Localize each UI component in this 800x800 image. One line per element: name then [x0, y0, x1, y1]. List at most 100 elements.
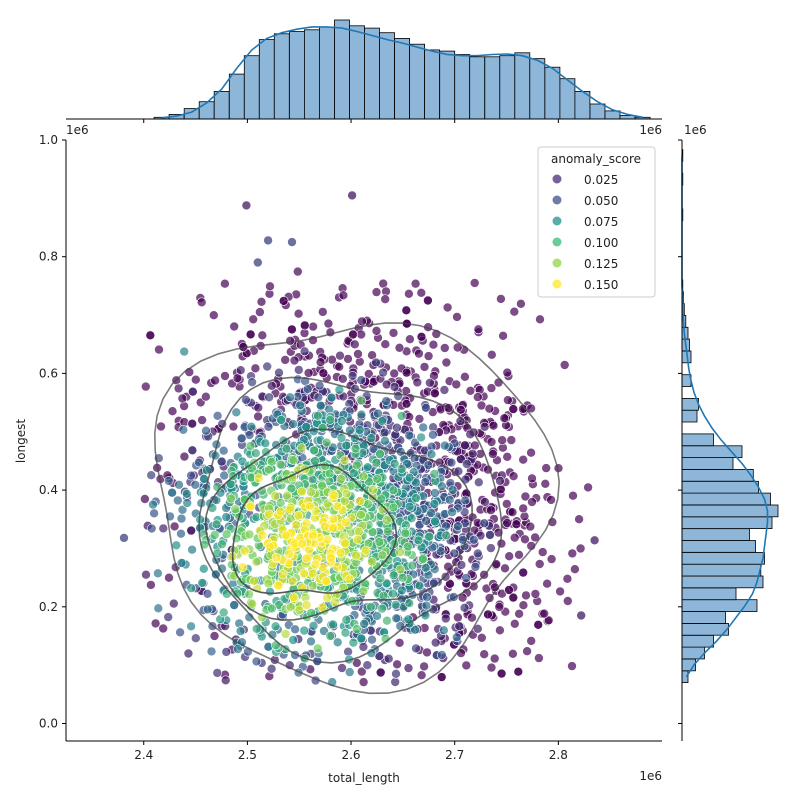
- x-hist-bar: [484, 56, 501, 120]
- data-point: [374, 537, 385, 547]
- data-point: [437, 650, 447, 660]
- y-hist-bar: [681, 504, 779, 518]
- data-point: [299, 320, 310, 331]
- data-point: [183, 648, 194, 659]
- data-point: [535, 314, 545, 325]
- data-point: [498, 330, 508, 341]
- data-point: [429, 469, 440, 479]
- data-point: [276, 415, 286, 425]
- data-point: [315, 400, 326, 411]
- data-point: [508, 648, 518, 659]
- data-point: [368, 485, 378, 495]
- data-point: [331, 589, 342, 600]
- y-hist-bar: [681, 528, 750, 541]
- data-point: [239, 546, 250, 556]
- data-point: [379, 427, 390, 438]
- data-point: [356, 375, 367, 385]
- outlier-point: [347, 190, 357, 201]
- data-point: [508, 592, 519, 603]
- data-point: [337, 416, 347, 426]
- data-point: [312, 410, 323, 421]
- outlier-point: [576, 610, 587, 621]
- data-point: [299, 346, 310, 357]
- data-point: [236, 433, 247, 444]
- x-hist-bar: [318, 26, 335, 120]
- data-point: [496, 668, 507, 679]
- data-point: [520, 534, 530, 545]
- y-tick-label: 0.6: [39, 366, 58, 380]
- outlier-point: [263, 235, 273, 246]
- data-point: [354, 425, 365, 435]
- data-point: [542, 578, 552, 589]
- data-point: [260, 438, 271, 449]
- data-point: [313, 392, 324, 403]
- data-point: [412, 377, 423, 388]
- y-hist-bar: [681, 540, 756, 553]
- data-point: [426, 449, 437, 460]
- data-point: [502, 367, 513, 378]
- data-point: [325, 631, 336, 641]
- data-point: [366, 433, 377, 443]
- data-point: [263, 509, 274, 520]
- data-point: [375, 667, 386, 678]
- data-point: [251, 448, 261, 459]
- data-point: [328, 523, 339, 533]
- data-point: [567, 548, 578, 559]
- data-point: [275, 459, 286, 470]
- data-point: [256, 296, 267, 307]
- data-point: [197, 415, 207, 425]
- data-point: [509, 618, 520, 629]
- data-point: [212, 410, 223, 421]
- data-point: [425, 377, 435, 388]
- data-point: [297, 538, 307, 549]
- data-point: [527, 473, 537, 484]
- data-point: [444, 494, 455, 505]
- data-point: [226, 493, 236, 504]
- data-point: [347, 370, 358, 381]
- data-point: [344, 667, 355, 677]
- data-point: [305, 501, 315, 512]
- data-point: [140, 494, 150, 504]
- data-point: [372, 611, 382, 621]
- data-point: [362, 462, 373, 473]
- data-point: [428, 339, 439, 350]
- data-point: [199, 563, 209, 574]
- data-point: [350, 443, 361, 454]
- data-point: [235, 626, 246, 636]
- data-point: [562, 596, 573, 606]
- data-point: [546, 495, 556, 505]
- data-point: [404, 501, 415, 512]
- data-point: [456, 648, 466, 658]
- data-point: [390, 599, 401, 610]
- data-point: [267, 603, 277, 614]
- y-offset-label: 1e6: [66, 123, 89, 137]
- data-point: [495, 484, 506, 495]
- marginal-y-offset-label: 1e6: [684, 123, 707, 137]
- data-point: [309, 445, 320, 456]
- data-point: [277, 569, 288, 579]
- data-point: [502, 518, 512, 528]
- data-point: [141, 569, 151, 580]
- data-point: [186, 470, 196, 481]
- data-point: [317, 423, 328, 433]
- data-point: [320, 461, 330, 471]
- data-point: [502, 451, 513, 462]
- data-point: [273, 580, 284, 591]
- legend-marker: [552, 195, 562, 205]
- data-point: [447, 485, 458, 495]
- data-point: [349, 339, 360, 350]
- data-point: [504, 551, 515, 562]
- x-hist-bar: [514, 52, 531, 120]
- kde-contour-4: [231, 463, 398, 595]
- data-point: [423, 460, 434, 470]
- data-point: [534, 653, 544, 663]
- y-tick-label: 0.4: [39, 483, 58, 497]
- data-point: [326, 553, 336, 563]
- data-point: [410, 624, 420, 635]
- data-point: [391, 613, 402, 624]
- data-point: [416, 432, 426, 443]
- data-point: [514, 549, 524, 560]
- data-point: [244, 529, 255, 540]
- data-point: [169, 598, 179, 609]
- data-point: [187, 544, 197, 555]
